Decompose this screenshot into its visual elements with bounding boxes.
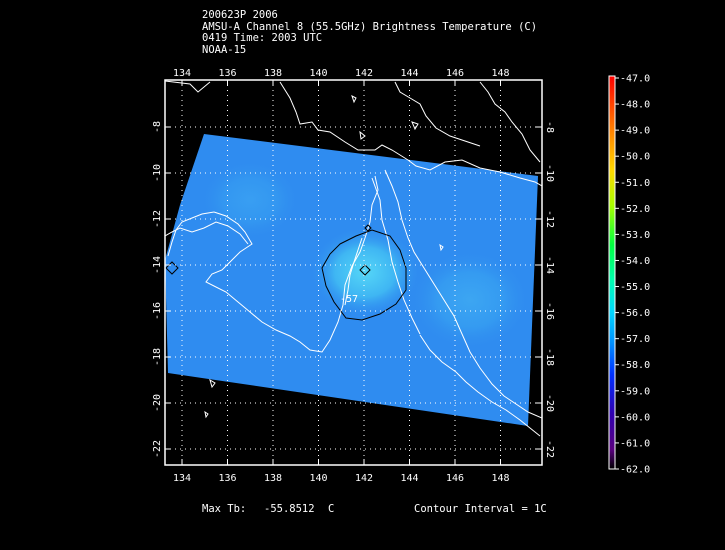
lat-label-left: -18 [152, 348, 163, 366]
contour-lines [165, 224, 407, 321]
lat-label-left: -16 [152, 302, 163, 320]
lat-label-right: -20 [544, 394, 555, 412]
lon-label-top: 136 [218, 68, 236, 79]
time-line: 0419 Time: 2003 UTC [202, 32, 323, 44]
lat-label-right: -18 [544, 348, 555, 366]
lat-label-left: -10 [152, 164, 163, 182]
max-tb-value: -55.8512 [264, 503, 315, 515]
lon-label-top: 148 [491, 68, 509, 79]
lon-label-bottom: 140 [309, 473, 327, 484]
colorbar-label: -62.0 [620, 465, 650, 476]
contour-label: -57 [340, 294, 358, 305]
lat-lon-grid [165, 80, 542, 465]
colorbar-label: -60.0 [620, 412, 650, 423]
lat-label-right: -8 [544, 121, 555, 133]
coastline [165, 80, 542, 437]
colorbar-label: -59.0 [620, 386, 650, 397]
colorbar-label: -53.0 [620, 230, 650, 241]
map-frame [164, 79, 543, 466]
lat-label-left: -20 [152, 394, 163, 412]
satellite-name: NOAA-15 [202, 43, 247, 56]
colorbar-label: -51.0 [620, 178, 650, 189]
product-title: AMSU-A Channel 8 (55.5GHz) Brightness Te… [202, 20, 538, 33]
lat-label-left: -22 [152, 440, 163, 458]
lat-label-right: -12 [544, 210, 555, 228]
lon-label-top: 144 [400, 68, 418, 79]
colorbar-label: -48.0 [620, 100, 650, 111]
lon-label-bottom: 136 [218, 473, 236, 484]
colorbar-label: -56.0 [620, 308, 650, 319]
colorbar-label: -52.0 [620, 204, 650, 215]
lat-label-left: -14 [152, 256, 163, 274]
contour-interval: Contour Interval = 1C [414, 503, 547, 515]
lon-label-top: 138 [264, 68, 282, 79]
lon-label-top: 140 [309, 68, 327, 79]
max-tb-label: Max Tb: [202, 503, 247, 515]
colorbar-label: -47.0 [620, 74, 650, 85]
lon-label-bottom: 146 [446, 473, 464, 484]
lon-label-bottom: 148 [491, 473, 509, 484]
colorbar-label: -50.0 [620, 152, 650, 163]
lat-label-left: -8 [152, 121, 163, 133]
storm-id: 200623P 2006 [202, 9, 278, 21]
colorbar-label: -49.0 [620, 126, 650, 137]
lon-label-bottom: 134 [173, 473, 191, 484]
lon-label-top: 142 [355, 68, 373, 79]
map-header: 200623P 2006 AMSU-A Channel 8 (55.5GHz) B… [202, 9, 538, 56]
lon-label-top: 134 [173, 68, 191, 79]
lat-label-right: -14 [544, 256, 555, 274]
lon-label-top: 146 [446, 68, 464, 79]
max-tb-unit: C [328, 503, 335, 515]
lat-label-right: -16 [544, 302, 555, 320]
colorbar-label: -58.0 [620, 360, 650, 371]
lat-label-left: -12 [152, 210, 163, 228]
lon-label-bottom: 142 [355, 473, 373, 484]
colorbar [608, 75, 616, 470]
lon-label-bottom: 144 [400, 473, 418, 484]
lat-label-right: -10 [544, 164, 555, 182]
colorbar-label: -57.0 [620, 334, 650, 345]
lat-label-right: -22 [544, 440, 555, 458]
colorbar-label: -54.0 [620, 256, 650, 267]
colorbar-label: -61.0 [620, 438, 650, 449]
colorbar-label: -55.0 [620, 282, 650, 293]
warm-core [310, 227, 420, 317]
lon-label-bottom: 138 [264, 473, 282, 484]
